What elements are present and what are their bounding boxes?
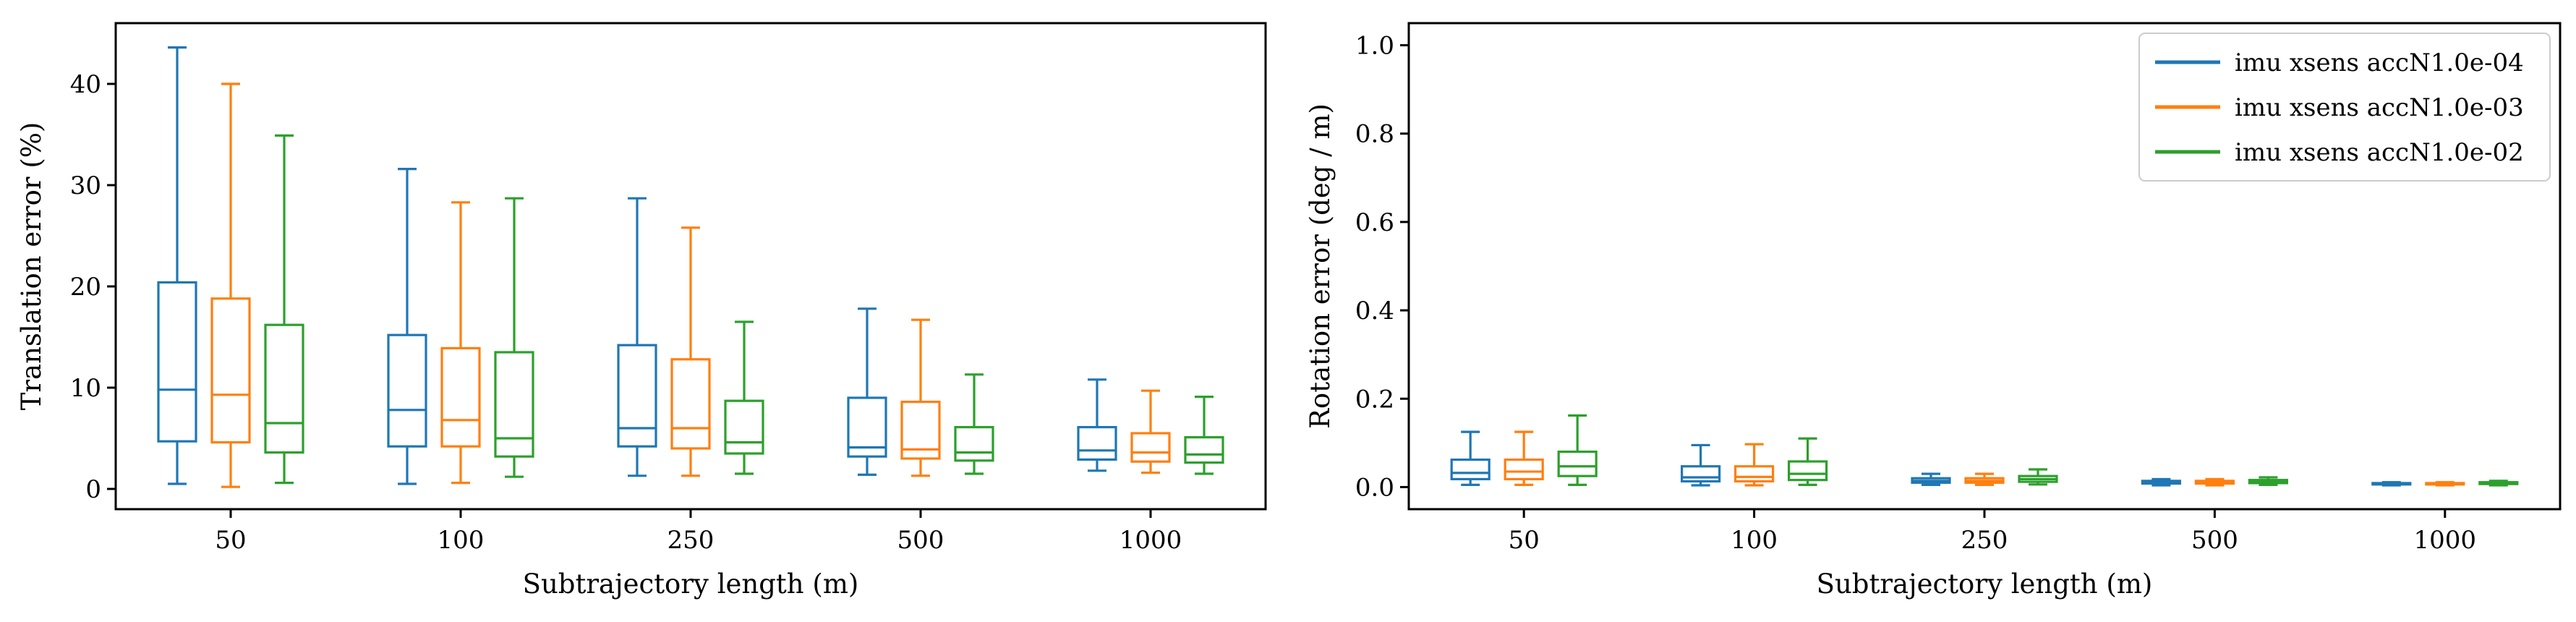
y-tick-label: 0.8 [1355, 120, 1394, 149]
box-50-series-2 [1557, 414, 1598, 487]
rotation-x-axis-label: Subtrajectory length (m) [1817, 568, 2153, 600]
box-250-series-0 [1911, 472, 1951, 487]
box-100-series-2 [494, 197, 534, 478]
y-tick-label: 0.6 [1355, 208, 1394, 237]
box-250-series-2 [724, 320, 764, 475]
y-tick-label: 0.4 [1355, 297, 1394, 325]
box-1000-series-0 [1077, 378, 1117, 472]
box-250-series-2 [2018, 468, 2058, 486]
rotation-error-panel: 0.0 0.2 0.4 0.6 0.8 1.0 50 100 250 500 1000 Subtra… [1305, 22, 2562, 600]
iqr-box [157, 281, 197, 443]
iqr-box [1184, 435, 1224, 464]
x-tick-label: 250 [668, 526, 715, 555]
box-1000-series-2 [1184, 395, 1224, 475]
rotation-y-axis-label: Rotation error (deg / m) [1305, 103, 1336, 429]
y-tick-label: 20 [70, 273, 101, 302]
box-50-series-0 [157, 46, 197, 485]
x-tick-label: 1000 [2414, 526, 2477, 555]
iqr-box [1734, 465, 1775, 483]
rotation-axes-frame [1407, 22, 2562, 511]
iqr-box [1130, 432, 1171, 463]
iqr-box [387, 333, 427, 448]
box-500-series-2 [2248, 476, 2288, 487]
legend-box [2138, 33, 2551, 182]
iqr-box [954, 425, 994, 462]
legend: imu xsens accN1.0e-04 imu xsens accN1.0e-… [2138, 33, 2551, 182]
legend-entries: imu xsens accN1.0e-04 imu xsens accN1.0e-… [2155, 48, 2524, 167]
iqr-box [1557, 450, 1598, 477]
box-1000-series-1 [1130, 389, 1171, 474]
y-tick-label: 40 [70, 70, 101, 99]
box-100-series-1 [1734, 443, 1775, 487]
box-500-series-2 [954, 373, 994, 475]
x-tick-label: 500 [897, 526, 944, 555]
iqr-box [724, 399, 764, 455]
box-500-series-0 [847, 307, 887, 477]
box-250-series-0 [617, 197, 657, 477]
translation-error-panel: 0 10 20 30 40 50 100 250 500 1000 Subtrajectory l… [16, 22, 1267, 600]
box-100-series-0 [387, 168, 427, 485]
y-tick-label: 0.0 [1355, 473, 1394, 502]
box-1000-series-2 [2478, 480, 2519, 487]
iqr-box [440, 346, 481, 448]
box-100-series-1 [440, 201, 481, 485]
y-tick-label: 0 [85, 475, 101, 504]
iqr-box [1788, 460, 1828, 482]
x-tick-label: 500 [2191, 526, 2238, 555]
x-tick-label: 50 [215, 526, 246, 555]
box-50-series-2 [264, 134, 304, 485]
y-tick-label: 0.2 [1355, 385, 1394, 414]
box-1000-series-0 [2371, 481, 2412, 487]
translation-x-axis-label: Subtrajectory length (m) [523, 568, 859, 600]
box-50-series-1 [210, 82, 251, 488]
box-500-series-1 [2194, 477, 2235, 487]
y-tick-label: 1.0 [1355, 32, 1394, 61]
iqr-box [1681, 465, 1721, 483]
iqr-box [847, 396, 887, 458]
box-50-series-0 [1450, 430, 1490, 487]
box-100-series-2 [1788, 437, 1828, 487]
box-50-series-1 [1504, 430, 1544, 487]
translation-plot-area: 0 10 20 30 40 50 100 250 500 1000 [70, 46, 1224, 555]
iqr-box [1077, 425, 1117, 461]
x-tick-label: 50 [1509, 526, 1540, 555]
translation-axes-frame [114, 22, 1267, 511]
x-tick-label: 250 [1961, 526, 2008, 555]
legend-label: imu xsens accN1.0e-03 [2235, 93, 2524, 122]
box-1000-series-1 [2425, 481, 2465, 487]
box-250-series-1 [670, 226, 711, 477]
iqr-box [670, 358, 711, 450]
y-tick-label: 10 [70, 374, 101, 403]
translation-y-axis-label: Translation error (%) [16, 122, 47, 411]
iqr-box [210, 297, 251, 444]
box-500-series-0 [2141, 477, 2181, 487]
iqr-box [617, 344, 657, 448]
iqr-box [1504, 458, 1544, 481]
rotation-plot-area: 0.0 0.2 0.4 0.6 0.8 1.0 50 100 250 500 1000 [1355, 32, 2519, 555]
iqr-box [494, 351, 534, 458]
y-tick-label: 30 [70, 171, 101, 200]
box-500-series-1 [900, 318, 941, 477]
iqr-box [900, 400, 941, 460]
x-tick-label: 100 [1731, 526, 1778, 555]
box-100-series-0 [1681, 443, 1721, 487]
x-tick-label: 1000 [1119, 526, 1182, 555]
box-250-series-1 [1964, 472, 2005, 487]
legend-label: imu xsens accN1.0e-02 [2235, 138, 2524, 167]
iqr-box [1450, 458, 1490, 481]
x-tick-label: 100 [438, 526, 485, 555]
iqr-box [264, 323, 304, 454]
legend-label: imu xsens accN1.0e-04 [2235, 48, 2524, 77]
